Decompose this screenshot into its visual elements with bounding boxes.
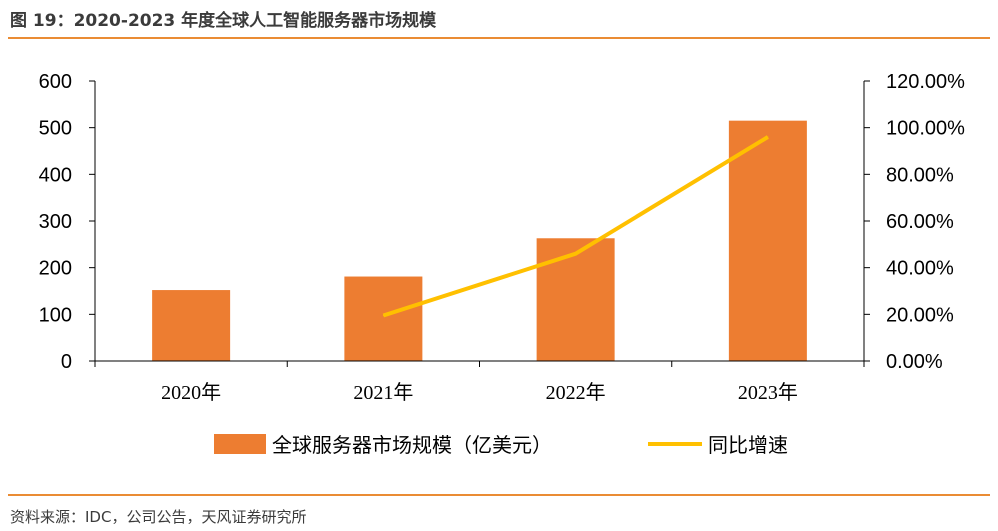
y-tick-label: 100	[39, 304, 72, 326]
y2-tick-label: 20.00%	[886, 304, 954, 326]
x-tick-label: 2021年	[353, 381, 413, 404]
source-note: 资料来源：IDC，公司公告，天风证券研究所	[10, 506, 306, 527]
y-tick-label: 200	[39, 258, 72, 280]
legend-swatch-bar	[214, 434, 266, 454]
source-rule	[8, 494, 990, 496]
chart: 0 100 200 300 400 500 600 0.00% 20.00% 40.00% 60.0…	[0, 0, 998, 480]
legend-label-bar: 全球服务器市场规模（亿美元）	[272, 433, 552, 457]
y2-tick-label: 80.00%	[886, 164, 954, 186]
growth-point-2023年	[767, 137, 768, 138]
y2-tick-label: 40.00%	[886, 258, 954, 280]
y2-tick-label: 0.00%	[886, 351, 943, 373]
y2-tick-label: 100.00%	[886, 118, 965, 140]
x-tick-label: 2022年	[546, 381, 606, 404]
growth-point-2021年	[383, 315, 384, 316]
bar-2020年	[152, 290, 230, 361]
bar-2021年	[344, 277, 422, 361]
bar-2022年	[537, 238, 615, 361]
y-tick-label: 300	[39, 211, 72, 233]
bar-2023年	[729, 121, 807, 361]
growth-point-2022年	[575, 253, 576, 254]
legend-label-line: 同比增速	[708, 433, 788, 457]
y2-tick-label: 120.00%	[886, 71, 965, 93]
y-tick-label: 600	[39, 71, 72, 93]
y-tick-label: 0	[61, 351, 72, 373]
y2-tick-label: 60.00%	[886, 211, 954, 233]
y-tick-label: 500	[39, 118, 72, 140]
x-tick-label: 2023年	[738, 381, 798, 404]
y-tick-label: 400	[39, 164, 72, 186]
x-tick-label: 2020年	[161, 381, 221, 404]
